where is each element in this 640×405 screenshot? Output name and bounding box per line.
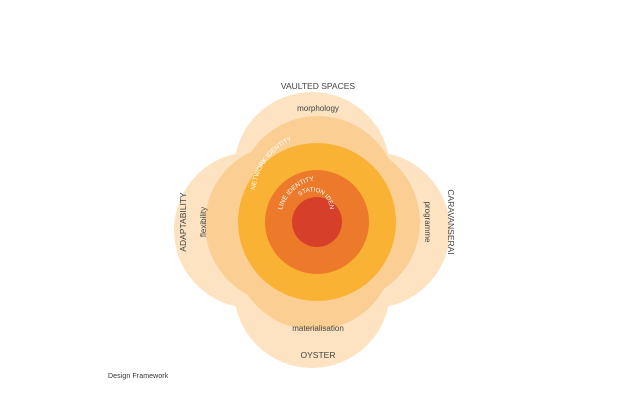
label-caravanserai: CARAVANSERAI xyxy=(446,189,456,254)
label-materialisation: materialisation xyxy=(292,324,344,333)
label-flexibility: flexibility xyxy=(199,207,208,237)
label-vaulted-spaces: VAULTED SPACES xyxy=(281,81,355,91)
label-morphology: morphology xyxy=(297,104,339,113)
label-adaptability: ADAPTABILITY xyxy=(178,192,188,252)
ring-station-identity xyxy=(292,197,342,247)
caption-design-framework: Design Framework xyxy=(108,373,169,380)
label-oyster: OYSTER xyxy=(301,350,336,360)
label-programme: programme xyxy=(423,202,432,243)
